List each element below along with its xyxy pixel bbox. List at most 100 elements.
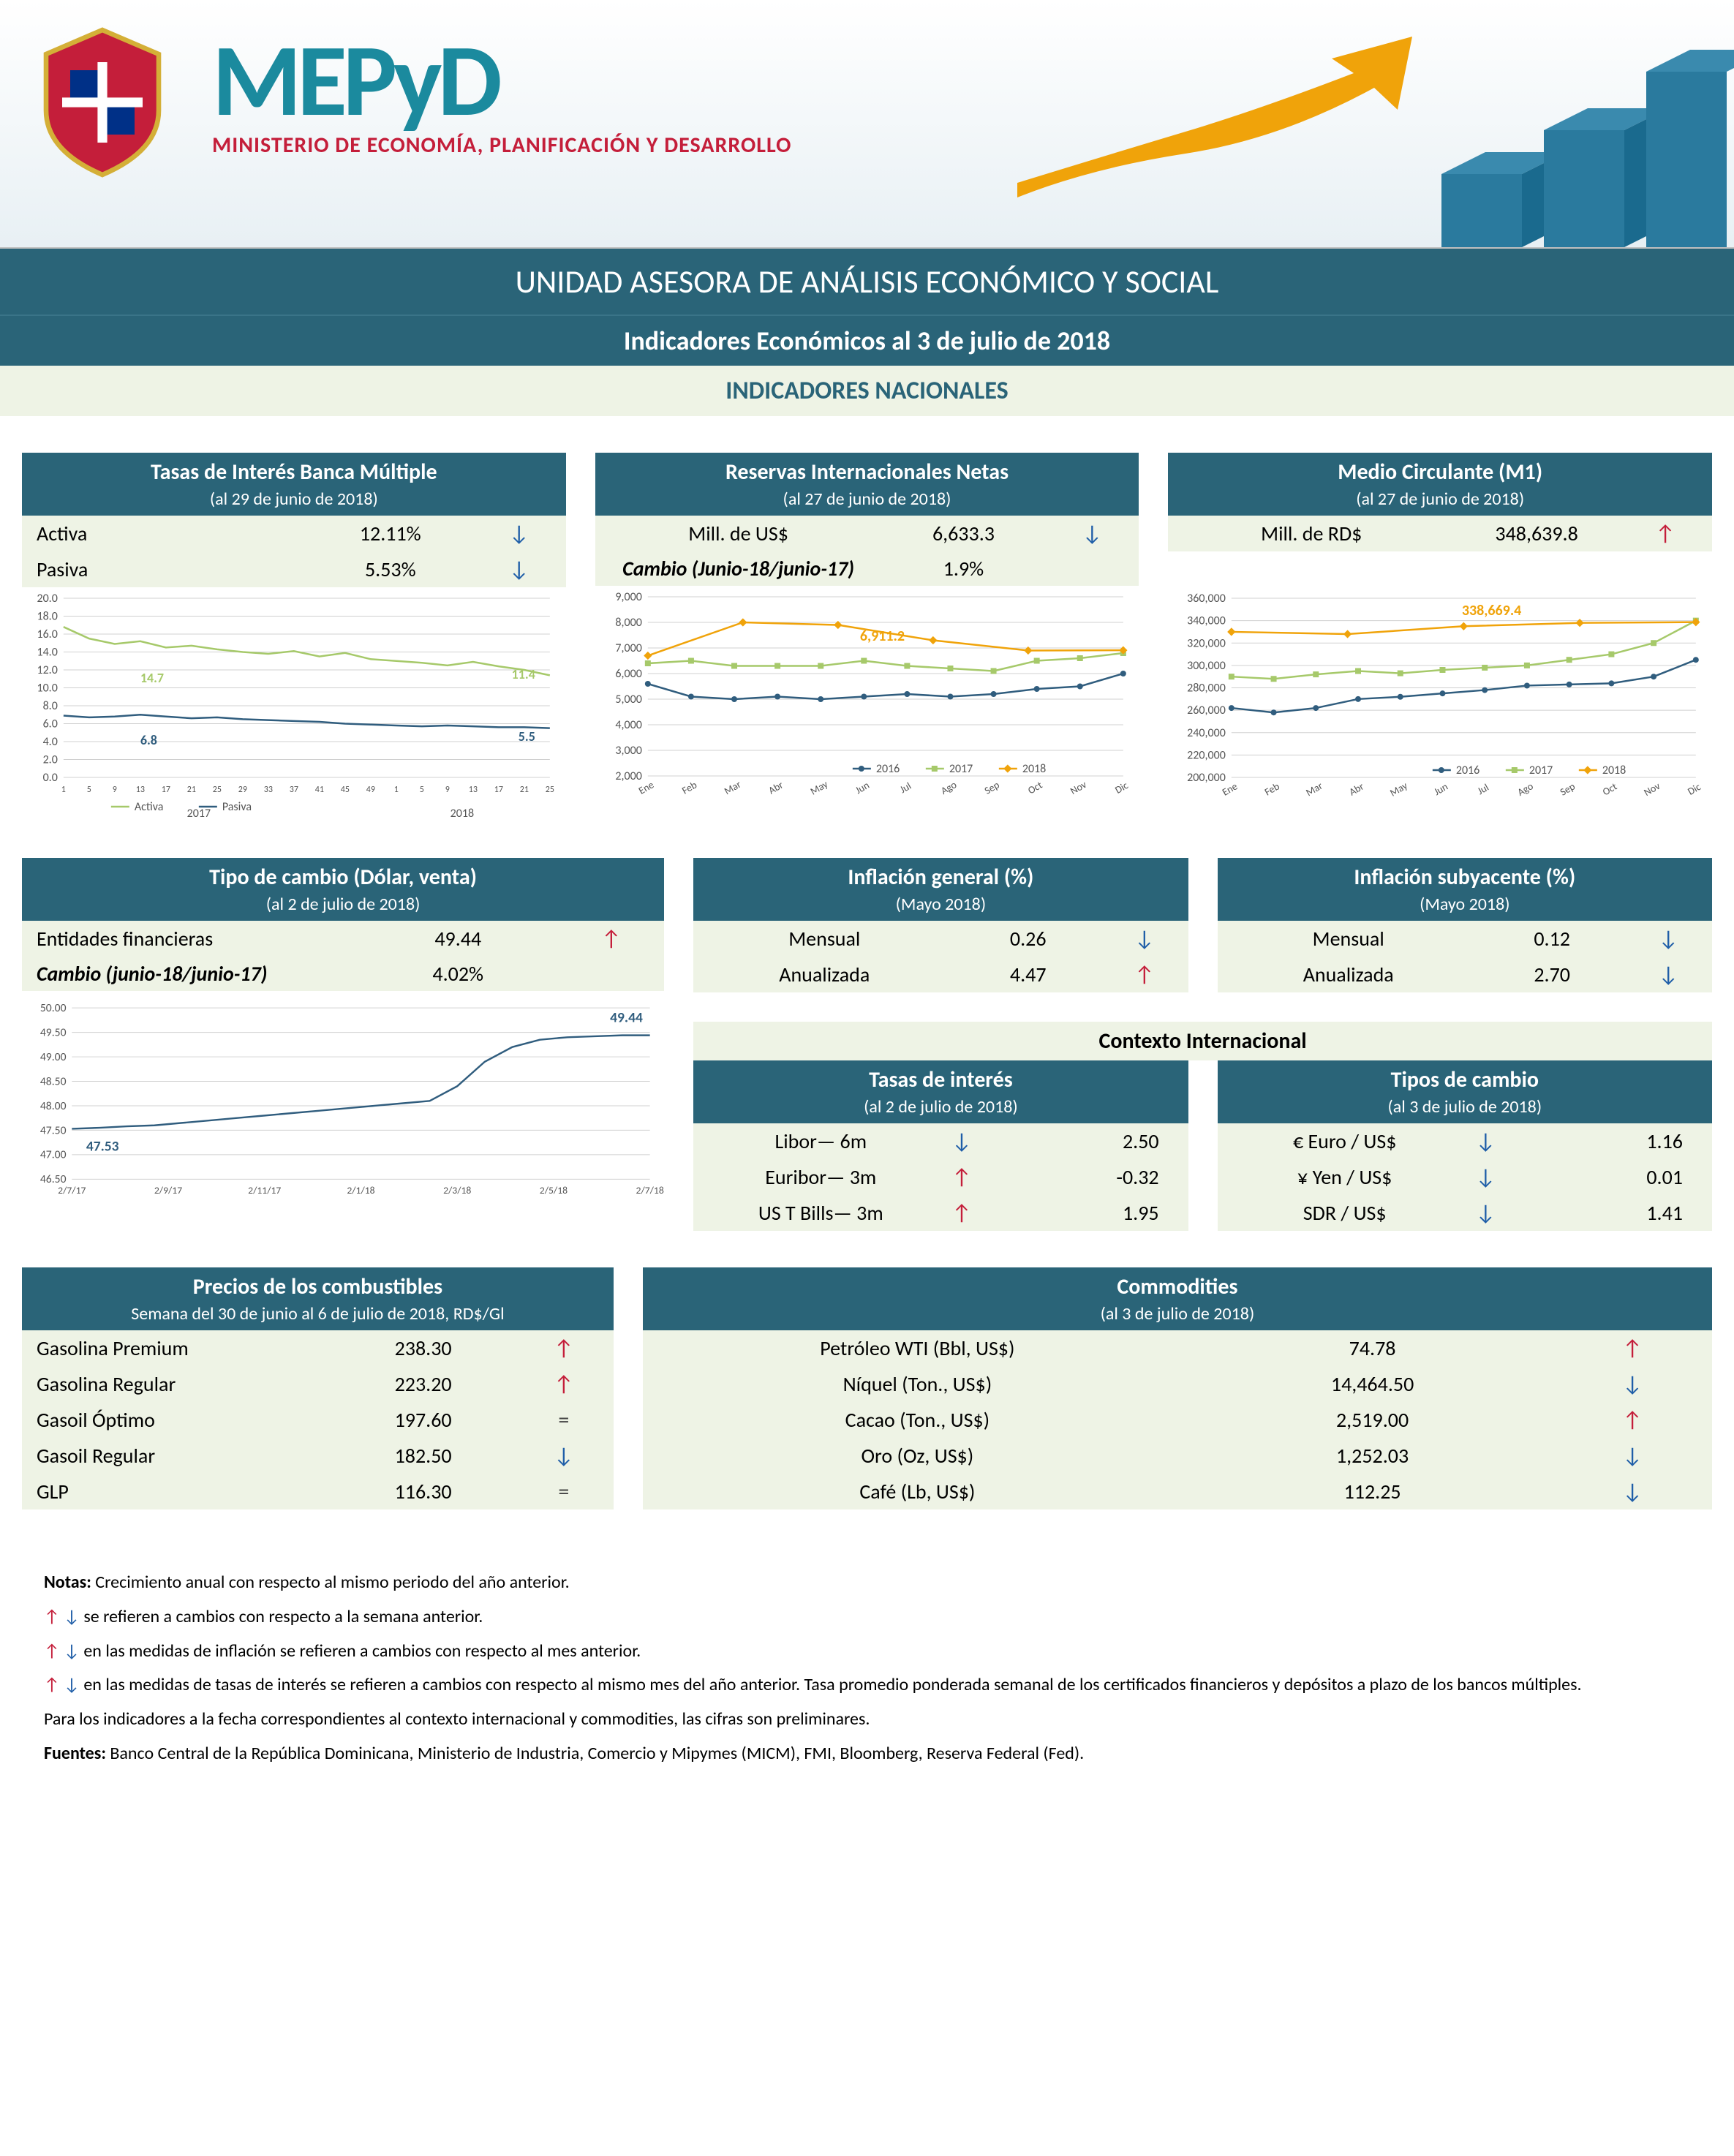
svg-text:2,000: 2,000: [615, 769, 641, 783]
row-value: 1.16: [1514, 1128, 1697, 1154]
svg-text:2016: 2016: [1456, 764, 1479, 777]
svg-text:Mar: Mar: [722, 778, 743, 798]
svg-text:5,000: 5,000: [615, 693, 641, 706]
svg-text:200,000: 200,000: [1188, 771, 1226, 785]
arrow-up-icon: ↑: [1567, 1406, 1697, 1433]
banner-arrow-graphic: [1003, 22, 1441, 212]
panel-title: Reservas Internacionales Netas: [595, 453, 1139, 489]
table-row: Activa 12.11% ↓: [22, 516, 566, 551]
row-value: 1.95: [989, 1200, 1173, 1226]
svg-text:340,000: 340,000: [1188, 614, 1226, 628]
arrow-up-icon: ↑: [1567, 1335, 1697, 1362]
fuentes-text: Banco Central de la República Dominicana…: [110, 1743, 1084, 1764]
svg-text:2017: 2017: [949, 762, 973, 776]
svg-text:7,000: 7,000: [615, 641, 641, 655]
row-label: Cambio (Junio-18/junio-17): [610, 556, 867, 581]
panel-title: Precios de los combustibles: [22, 1267, 614, 1303]
notes-section: Notas: Crecimiento anual con respecto al…: [0, 1546, 1734, 1795]
coat-of-arms-logo: [22, 22, 183, 183]
arrow-down-icon: ↓: [1639, 961, 1697, 988]
row-value: 2.50: [989, 1128, 1173, 1154]
svg-text:300,000: 300,000: [1188, 659, 1226, 673]
arrow-down-icon: ↓: [933, 1128, 989, 1155]
panel-combustibles: Precios de los combustibles Semana del 3…: [22, 1267, 614, 1509]
row-value: 2.70: [1465, 962, 1640, 987]
svg-text:6.8: 6.8: [140, 732, 157, 748]
arrow-down-icon: ↓: [1458, 1199, 1514, 1226]
row-top-panels: Tasas de Interés Banca Múltiple (al 29 d…: [22, 453, 1712, 821]
svg-text:2017: 2017: [187, 807, 211, 821]
header-banner: MEPyD MINISTERIO DE ECONOMÍA, PLANIFICAC…: [0, 0, 1734, 249]
row-value: 1.9%: [867, 556, 1060, 581]
svg-text:6,000: 6,000: [615, 667, 641, 681]
svg-text:13: 13: [469, 785, 478, 795]
table-row: Mill. de US$ 6,633.3 ↓: [595, 516, 1139, 551]
table-row: Níquel (Ton., US$) 14,464.50 ↓: [643, 1366, 1712, 1402]
main-title: UNIDAD ASESORA DE ANÁLISIS ECONÓMICO Y S…: [0, 249, 1734, 314]
svg-text:2/7/17: 2/7/17: [58, 1184, 86, 1196]
arrow-down-icon: ↓: [529, 1442, 599, 1469]
row-value: -0.32: [989, 1164, 1173, 1190]
svg-text:49: 49: [366, 785, 375, 795]
svg-text:Feb: Feb: [1263, 780, 1282, 799]
table-row: Libor— 6m ↓ 2.50: [693, 1123, 1188, 1159]
row-value: 182.50: [317, 1443, 528, 1469]
arrow-down-icon: ↓: [1639, 925, 1697, 952]
svg-text:49.44: 49.44: [610, 1009, 643, 1027]
equal-icon: =: [529, 1406, 599, 1433]
row-value: 1,252.03: [1177, 1443, 1567, 1469]
svg-text:37: 37: [290, 785, 298, 795]
svg-text:16.0: 16.0: [37, 627, 57, 641]
arrow-down-icon: ↓: [487, 556, 551, 583]
svg-text:29: 29: [238, 785, 247, 795]
row-label: SDR / US$: [1232, 1200, 1458, 1226]
chart-m1: 200,000220,000240,000260,000280,000300,0…: [1168, 587, 1712, 821]
svg-text:Abr: Abr: [1347, 780, 1366, 799]
svg-text:10.0: 10.0: [37, 682, 57, 696]
note-text: en las medidas de inflación se refieren …: [83, 1640, 641, 1662]
svg-text:20.0: 20.0: [37, 592, 57, 606]
row-value: 2,519.00: [1177, 1407, 1567, 1433]
svg-text:260,000: 260,000: [1188, 704, 1226, 717]
table-row: Petróleo WTI (Bbl, US$) 74.78 ↑: [643, 1330, 1712, 1366]
row-label: Mill. de US$: [610, 521, 867, 546]
svg-text:41: 41: [315, 785, 324, 795]
svg-text:5: 5: [420, 785, 424, 795]
svg-text:4.0: 4.0: [43, 735, 58, 749]
fuentes-label: Fuentes:: [44, 1743, 106, 1764]
svg-text:220,000: 220,000: [1188, 748, 1226, 762]
svg-text:2.0: 2.0: [43, 753, 58, 767]
panel-title: Tasas de interés: [693, 1060, 1188, 1096]
row-label: Cacao (Ton., US$): [657, 1407, 1177, 1433]
notes-heading: Notas:: [44, 1572, 91, 1593]
svg-text:Jun: Jun: [853, 779, 871, 796]
svg-text:1: 1: [394, 785, 399, 795]
svg-text:25: 25: [213, 785, 222, 795]
arrow-down-icon: ↓: [64, 1606, 80, 1627]
note-text: Para los indicadores a la fecha correspo…: [44, 1705, 1690, 1735]
row-label: US T Bills— 3m: [708, 1200, 933, 1226]
svg-text:Jul: Jul: [1476, 781, 1492, 797]
row-value: 238.30: [317, 1335, 528, 1361]
panel-inflacion-general: Inflación general (%) (Mayo 2018) Mensua…: [693, 858, 1188, 992]
svg-text:6,911.2: 6,911.2: [860, 627, 905, 645]
svg-text:9: 9: [113, 785, 117, 795]
banner-text: MEPyD MINISTERIO DE ECONOMÍA, PLANIFICAC…: [212, 29, 791, 159]
panel-title: Tipo de cambio (Dólar, venta): [22, 858, 664, 894]
svg-text:2018: 2018: [1022, 762, 1046, 776]
row-label: Gasoil Óptimo: [37, 1407, 317, 1433]
panel-date: Semana del 30 de junio al 6 de julio de …: [22, 1303, 614, 1330]
panel-title: Inflación subyacente (%): [1218, 858, 1712, 894]
row-value: 116.30: [317, 1479, 528, 1504]
svg-text:2017: 2017: [1529, 764, 1553, 777]
svg-text:5.5: 5.5: [519, 728, 535, 745]
svg-text:2/9/17: 2/9/17: [154, 1184, 182, 1196]
svg-text:2018: 2018: [451, 807, 474, 821]
row-label: ¥ Yen / US$: [1232, 1164, 1458, 1190]
row-value: 6,633.3: [867, 521, 1060, 546]
row-value: 348,639.8: [1440, 521, 1633, 546]
row-value: 223.20: [317, 1371, 528, 1397]
panel-date: (al 27 de junio de 2018): [1168, 489, 1712, 516]
row-label: Mensual: [708, 926, 940, 951]
table-row: SDR / US$ ↓ 1.41: [1218, 1195, 1712, 1231]
